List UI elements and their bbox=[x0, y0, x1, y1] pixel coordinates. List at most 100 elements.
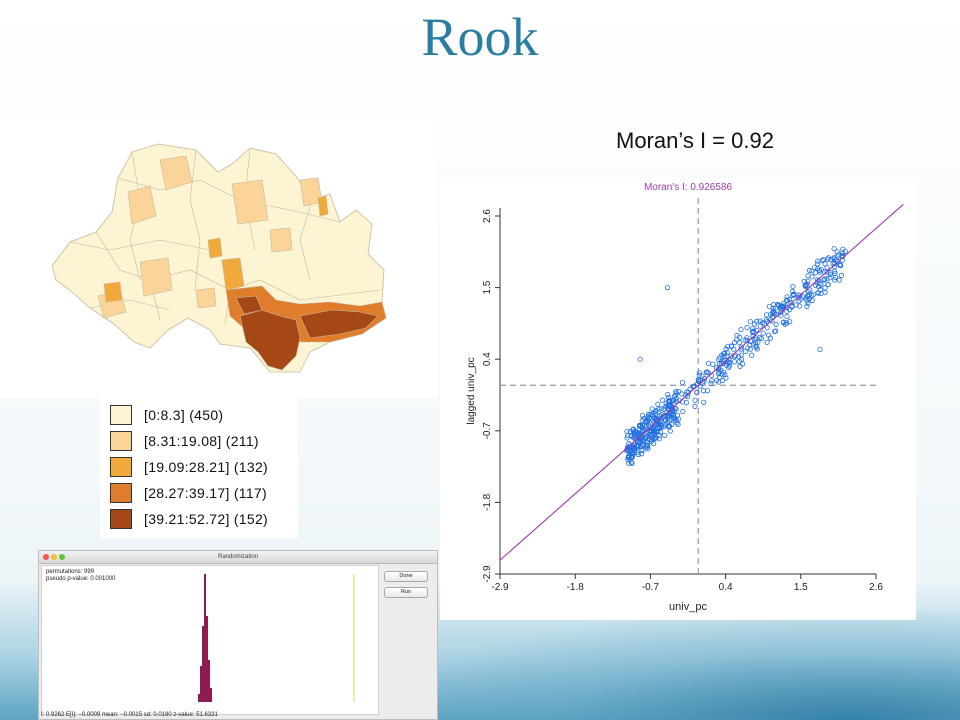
scatter-point bbox=[639, 428, 645, 435]
scatter-point bbox=[827, 271, 833, 278]
scatter-point bbox=[789, 303, 795, 309]
scatter-point bbox=[701, 399, 707, 405]
scatter-point bbox=[719, 352, 725, 358]
scatter-point bbox=[786, 307, 793, 313]
legend-label: [0:8.3] (450) bbox=[144, 407, 224, 423]
scatter-point bbox=[750, 329, 756, 335]
scatter-point bbox=[822, 261, 828, 267]
scatter-point bbox=[827, 269, 833, 276]
scatter-point bbox=[716, 374, 723, 380]
scatter-point bbox=[747, 346, 753, 352]
map-class-3-regions bbox=[103, 195, 329, 303]
scatter-point bbox=[757, 334, 763, 340]
scatter-point bbox=[784, 308, 790, 314]
scatter-point bbox=[824, 269, 830, 275]
scatter-point bbox=[638, 447, 644, 453]
scatter-point bbox=[749, 352, 755, 358]
scatter-point bbox=[683, 400, 690, 406]
scatter-point bbox=[652, 415, 658, 422]
scatter-point bbox=[770, 305, 776, 311]
scatter-point bbox=[809, 274, 815, 280]
scatter-point bbox=[816, 284, 822, 290]
scatter-point bbox=[773, 321, 779, 328]
scatter-point bbox=[646, 415, 653, 421]
scatter-point bbox=[781, 300, 787, 306]
scatter-point bbox=[832, 261, 838, 267]
scatter-point bbox=[635, 432, 641, 438]
y-tick-label: 2.6 bbox=[482, 209, 493, 223]
scatter-point bbox=[817, 346, 823, 353]
scatter-point bbox=[821, 277, 827, 283]
scatter-point bbox=[822, 285, 828, 291]
scatter-point bbox=[838, 272, 845, 279]
scatter-point bbox=[806, 296, 813, 302]
scatter-point bbox=[770, 302, 777, 308]
scatter-point bbox=[751, 328, 757, 334]
scatter-point bbox=[649, 436, 655, 442]
scatter-point bbox=[804, 303, 810, 309]
scatter-point bbox=[764, 339, 770, 345]
scatter-point bbox=[832, 271, 838, 277]
scatter-point bbox=[784, 313, 790, 320]
scatter-point bbox=[625, 456, 631, 463]
minimize-window-button[interactable] bbox=[51, 554, 57, 560]
scatter-point bbox=[812, 264, 818, 271]
done-button[interactable]: Done bbox=[384, 571, 428, 582]
map-class-5-regions bbox=[235, 295, 379, 371]
scatter-point bbox=[657, 413, 663, 419]
scatter-point bbox=[822, 289, 828, 296]
scatter-point bbox=[809, 297, 815, 304]
x-axis-label: univ_pc bbox=[669, 601, 707, 613]
scatter-point bbox=[831, 256, 837, 262]
scatter-point bbox=[626, 460, 632, 466]
scatter-point bbox=[643, 424, 649, 430]
scatter-point bbox=[836, 277, 842, 283]
x-tick-label: -0.7 bbox=[642, 582, 660, 593]
scatter-point bbox=[652, 421, 658, 427]
scatter-point bbox=[731, 359, 738, 365]
scatter-point bbox=[778, 308, 785, 314]
background-wave-dark bbox=[400, 610, 960, 720]
regression-line bbox=[499, 203, 904, 561]
scatter-point bbox=[676, 388, 682, 395]
y-tick-label: -1.8 bbox=[482, 493, 493, 511]
scatter-point bbox=[661, 432, 668, 439]
scatter-point bbox=[665, 402, 671, 409]
scatter-point bbox=[727, 359, 733, 366]
scatter-point bbox=[669, 421, 675, 428]
scatter-point bbox=[737, 363, 743, 369]
scatter-point bbox=[839, 250, 846, 256]
y-tick-label: -0.7 bbox=[482, 422, 493, 440]
scatter-point bbox=[629, 460, 635, 466]
zoom-window-button[interactable] bbox=[59, 554, 65, 560]
scatter-point bbox=[815, 266, 821, 272]
map-legend: [0:8.3] (450) [8.31:19.08] (211) [19.09:… bbox=[100, 398, 298, 538]
scatter-point bbox=[658, 424, 664, 430]
legend-swatch bbox=[110, 457, 132, 477]
window-titlebar[interactable]: Randomization bbox=[39, 551, 437, 564]
scatter-point bbox=[645, 433, 651, 440]
choropleth-map bbox=[0, 120, 438, 398]
scatter-point bbox=[780, 319, 787, 325]
scatter-point bbox=[624, 435, 630, 441]
y-tick-label: 0.4 bbox=[482, 352, 493, 366]
scatter-point bbox=[812, 270, 818, 276]
scatter-point bbox=[731, 346, 737, 352]
scatter-point bbox=[754, 318, 760, 325]
close-window-button[interactable] bbox=[43, 554, 49, 560]
scatter-point bbox=[763, 312, 770, 318]
scatter-point bbox=[708, 380, 714, 387]
scatter-point bbox=[806, 267, 813, 274]
scatter-point bbox=[831, 246, 837, 252]
scatter-point bbox=[697, 377, 703, 383]
scatter-point bbox=[828, 256, 834, 263]
scatter-title: Moran's I: 0.926586 bbox=[644, 182, 733, 193]
scatter-point bbox=[731, 354, 738, 360]
x-tick-label: 2.6 bbox=[869, 582, 883, 593]
scatter-point bbox=[770, 309, 776, 315]
run-button[interactable]: Run bbox=[384, 587, 428, 598]
randomization-window[interactable]: Randomization permutations: 999 pseudo p… bbox=[38, 550, 438, 720]
scatter-point bbox=[726, 363, 732, 369]
scatter-point bbox=[834, 249, 840, 255]
scatter-point bbox=[705, 388, 711, 394]
